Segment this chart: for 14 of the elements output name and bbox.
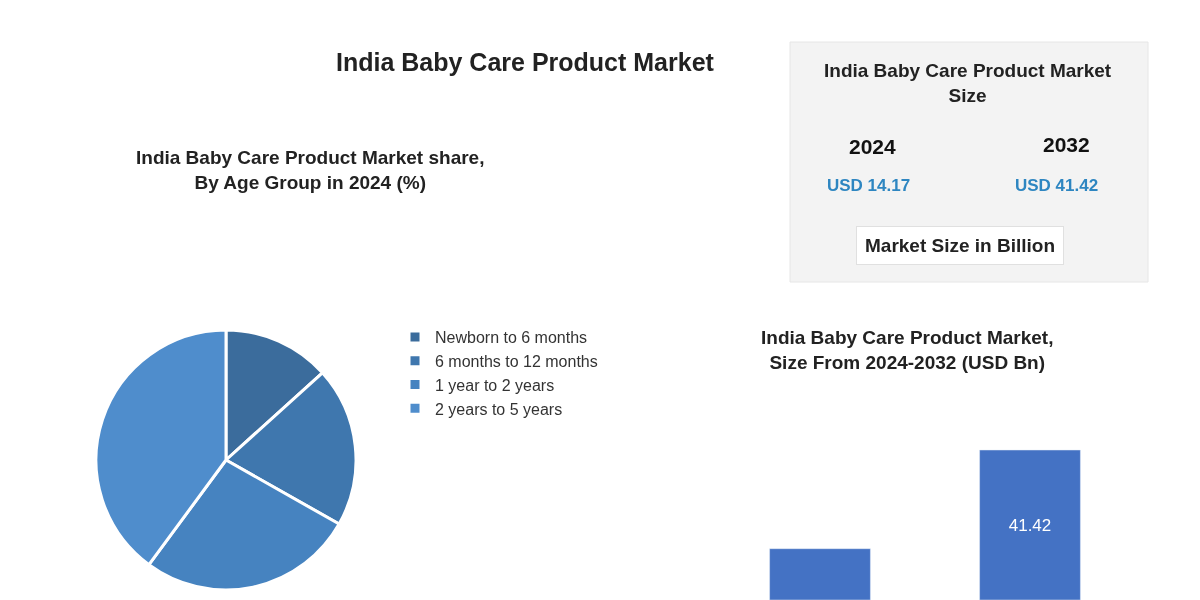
chart-title: India Baby Care Product Market, Size From 2024-2032 (USD Bn) (761, 327, 1054, 373)
text: USD 41.42 (1015, 176, 1099, 195)
data-label: 41.42 (1008, 515, 1052, 535)
text: Market Size in Billion (865, 235, 1056, 256)
legend-label: 1 year to 2 years (435, 376, 555, 394)
text: 2024 (849, 135, 897, 158)
legend-label: Newborn to 6 months (435, 329, 588, 347)
text: India Baby Care Product Market Size (824, 60, 1112, 106)
chart-title: India Baby Care Product Market (336, 48, 715, 76)
chart-subtitle: India Baby Care Product Market share, By Age Group in 2024 (%) (136, 147, 485, 193)
text: USD 14.17 (827, 176, 911, 195)
legend-label: 2 years to 5 years (435, 400, 563, 418)
legend-label: 6 months to 12 months (435, 352, 598, 370)
text: 2032 (1043, 133, 1090, 156)
